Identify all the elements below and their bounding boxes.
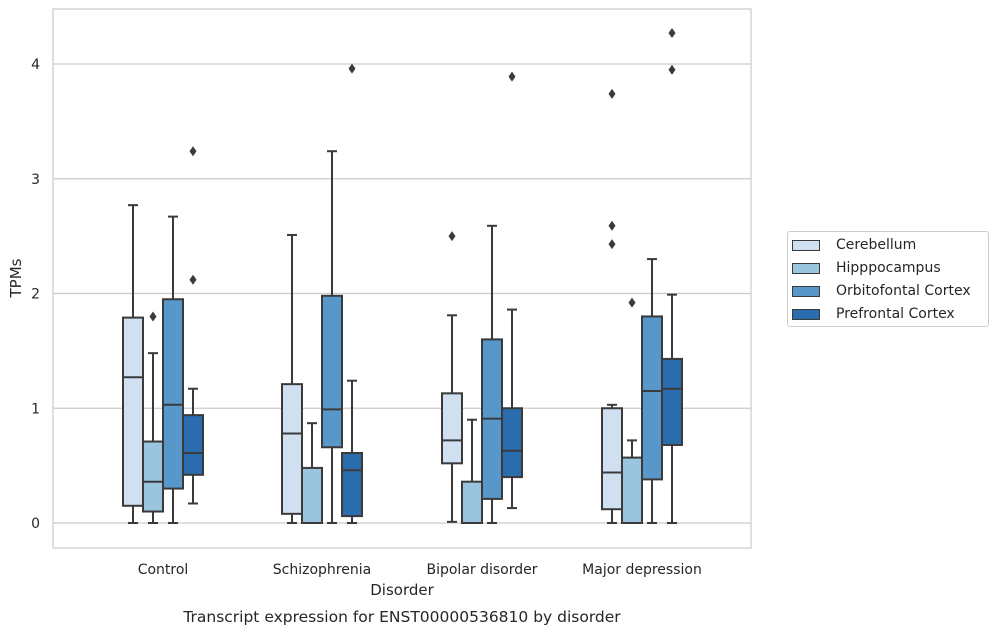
box-2-1 — [321, 150, 343, 524]
box-1-0 — [142, 311, 164, 524]
plot-frame — [52, 8, 752, 549]
box-body — [501, 407, 523, 479]
outlier-point — [628, 297, 636, 308]
x-tick-label: Major depression — [582, 562, 702, 578]
outlier-point — [189, 274, 197, 285]
x-tick-labels: Control Schizophrenia Bipolar disorder Majo… — [138, 562, 702, 578]
y-axis-label: TPMs — [7, 258, 25, 298]
outlier-point — [448, 231, 456, 242]
box-body — [341, 452, 363, 518]
box-body — [441, 392, 463, 465]
box-body — [621, 456, 643, 524]
box-1-1 — [301, 422, 323, 525]
box-2-3 — [641, 258, 663, 524]
y-tick-label: 1 — [31, 401, 40, 417]
legend: Cerebellum Hipppocampus Orbitofontal Cor… — [787, 231, 989, 327]
chart-title: Transcript expression for ENST0000053681… — [182, 608, 621, 626]
x-axis-label: Disorder — [370, 581, 434, 599]
box-2-0 — [162, 215, 184, 524]
y-tick-labels: 0 1 2 3 4 — [31, 57, 40, 532]
box-0-0 — [122, 204, 144, 524]
legend-label-hippocampus: Hipppocampus — [836, 260, 941, 276]
box-3-2 — [501, 71, 523, 510]
box-3-3 — [661, 28, 683, 524]
legend-item-prefrontal: Prefrontal Cortex — [792, 305, 955, 323]
box-body — [142, 440, 164, 513]
box-1-3 — [621, 297, 643, 524]
legend-label-cerebellum: Cerebellum — [836, 237, 917, 253]
outlier-point — [668, 64, 676, 75]
box-body — [162, 298, 184, 490]
box-body — [461, 480, 483, 525]
legend-label-prefrontal: Prefrontal Cortex — [836, 306, 955, 322]
box-body — [281, 383, 303, 515]
outlier-point — [149, 311, 157, 322]
box-body — [182, 414, 204, 476]
outlier-point — [348, 63, 356, 74]
legend-swatch-prefrontal — [792, 308, 820, 320]
outlier-point — [608, 220, 616, 231]
y-tick-label: 2 — [31, 287, 40, 303]
box-body — [641, 315, 663, 481]
outlier-point — [189, 146, 197, 157]
box-0-2 — [441, 231, 463, 523]
outlier-point — [668, 28, 676, 39]
y-tick-label: 3 — [31, 172, 40, 188]
x-tick-label: Bipolar disorder — [426, 562, 537, 578]
box-body — [321, 294, 343, 449]
box-0-3 — [601, 88, 623, 524]
legend-swatch-cerebellum — [792, 239, 820, 251]
box-body — [601, 407, 623, 511]
x-tick-label: Control — [138, 562, 189, 578]
legend-swatch-orbitofrontal — [792, 285, 820, 297]
y-tick-label: 4 — [31, 57, 40, 73]
box-body — [122, 316, 144, 507]
legend-item-hippocampus: Hipppocampus — [792, 259, 941, 277]
outlier-point — [608, 239, 616, 250]
x-tick-label: Schizophrenia — [273, 562, 371, 578]
box-3-0 — [182, 146, 204, 505]
box-3-1 — [341, 63, 363, 524]
box-1-2 — [461, 418, 483, 525]
box-0-1 — [281, 233, 303, 524]
outlier-point — [508, 71, 516, 82]
legend-item-orbitofrontal: Orbitofontal Cortex — [792, 282, 971, 300]
box-layer — [122, 28, 683, 525]
box-body — [301, 466, 323, 525]
legend-item-cerebellum: Cerebellum — [792, 236, 916, 254]
legend-label-orbitofrontal: Orbitofontal Cortex — [836, 283, 971, 299]
outlier-point — [608, 88, 616, 99]
y-tick-label: 0 — [31, 516, 40, 532]
legend-swatch-hippocampus — [792, 262, 820, 274]
box-body — [661, 357, 683, 446]
